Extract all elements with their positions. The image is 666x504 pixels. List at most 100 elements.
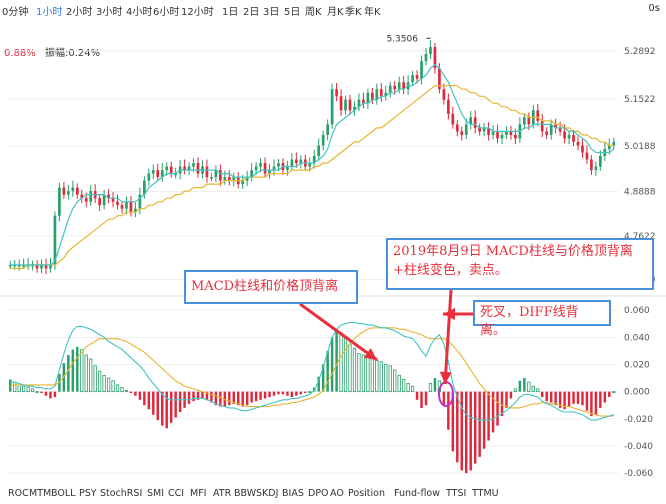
indicator-tab[interactable]: PSY: [79, 488, 97, 499]
timeframe-item[interactable]: 3小时: [96, 7, 123, 18]
timeframe-item[interactable]: 年K: [364, 7, 381, 18]
indicator-tab[interactable]: StochRSI: [100, 488, 143, 499]
macd-histogram-bar: [111, 380, 115, 393]
candle-body: [375, 89, 379, 100]
candle-body: [576, 141, 580, 146]
macd-histogram-bar: [250, 391, 253, 403]
timeframe-item[interactable]: 1日: [222, 7, 239, 18]
macd-histogram-bar: [388, 365, 392, 393]
candle-body: [138, 194, 142, 209]
candle-body: [214, 170, 218, 178]
macd-histogram-bar: [393, 369, 397, 393]
indicator-tab[interactable]: SKDJ: [256, 488, 279, 499]
macd-histogram-bar: [161, 391, 164, 426]
arrow-to-cross: [443, 289, 453, 385]
candle-body: [393, 85, 397, 90]
candle-body: [35, 264, 39, 269]
candle-body: [317, 145, 321, 156]
timeframe-item[interactable]: 6小时: [153, 7, 180, 18]
macd-histogram-bar: [410, 385, 415, 393]
macd-histogram-bar: [272, 391, 276, 396]
candle-body: [187, 166, 191, 171]
indicator-tab[interactable]: ATR: [213, 488, 232, 499]
price-tick-label: 4.8888: [624, 188, 656, 198]
macd-histogram-bar: [89, 358, 93, 393]
candle-body: [549, 124, 553, 135]
macd-histogram-bar: [460, 391, 463, 471]
candle-body: [545, 131, 549, 135]
macd-histogram-bar: [473, 391, 477, 464]
candle-body: [49, 264, 52, 269]
macd-histogram-bar: [428, 383, 433, 393]
ma-fast-line: [10, 63, 615, 266]
indicator-tab[interactable]: TTSI: [446, 488, 467, 499]
timeframe-item[interactable]: 1小时: [36, 7, 63, 18]
macd-histogram-bar: [554, 391, 557, 406]
candle-body: [107, 194, 110, 199]
macd-histogram-bar: [433, 378, 437, 392]
indicator-tab[interactable]: MTM: [29, 488, 52, 499]
macd-histogram-bar: [500, 391, 504, 417]
timeframe-item[interactable]: 4小时: [126, 7, 153, 18]
macd-histogram-bar: [223, 391, 227, 407]
candle-body: [160, 170, 164, 178]
candle-body: [500, 134, 504, 139]
macd-tick-label: -0.020: [624, 415, 653, 425]
arrow-death-cross-head: [443, 308, 455, 320]
candle-body: [259, 163, 262, 167]
indicator-tab[interactable]: TTMU: [472, 488, 499, 499]
candle-body: [599, 156, 602, 167]
macd-histogram-bar: [214, 391, 218, 406]
macd-histogram-bar: [80, 349, 84, 393]
candle-body: [277, 163, 280, 167]
timeframe-item[interactable]: 月K: [327, 7, 344, 18]
indicator-tab[interactable]: BOLL: [51, 488, 76, 499]
candle-body: [487, 127, 490, 135]
candle-body: [581, 145, 584, 153]
timeframe-item[interactable]: 5日: [284, 7, 301, 18]
timeframe-item[interactable]: 0分钟: [2, 7, 29, 18]
candle-body: [295, 159, 298, 164]
max-price-label: 5.3506: [386, 34, 418, 44]
timeframe-item[interactable]: 周K: [305, 7, 322, 18]
candle-body: [44, 264, 48, 269]
indicator-tab[interactable]: Fund-flow: [394, 488, 441, 499]
timeframe-item[interactable]: 季K: [345, 7, 362, 18]
candle-body: [455, 124, 459, 132]
macd-histogram-bar: [232, 391, 235, 404]
macd-histogram-bar: [286, 391, 289, 396]
candle-body: [321, 134, 325, 146]
timeframe-item[interactable]: 12小时: [181, 7, 214, 18]
candle-body: [116, 201, 119, 206]
candle-body: [433, 47, 437, 69]
timeframe-item[interactable]: 3日: [263, 7, 280, 18]
candle-body: [8, 264, 12, 267]
candle-body: [473, 117, 477, 128]
candle-body: [491, 131, 495, 135]
indicator-tab[interactable]: Position: [348, 488, 385, 499]
indicator-tab[interactable]: DPO: [308, 488, 329, 499]
candle-body: [460, 131, 464, 135]
indicator-tab[interactable]: SMI: [147, 488, 165, 499]
indicator-tab[interactable]: BIAS: [282, 488, 304, 499]
indicator-tab[interactable]: AO: [330, 488, 344, 499]
indicator-tab[interactable]: BBW: [234, 488, 257, 499]
macd-histogram-bar: [491, 391, 495, 433]
candle-body: [263, 163, 267, 174]
timeframe-item[interactable]: 2日: [243, 7, 260, 18]
indicator-tab[interactable]: ROC: [8, 488, 29, 499]
indicator-tab[interactable]: CCI: [168, 488, 185, 499]
macd-histogram-bar: [513, 388, 518, 393]
candle-body: [22, 264, 25, 267]
candle-body: [429, 47, 432, 55]
candle-body: [326, 124, 329, 135]
macd-histogram-bar: [415, 391, 419, 400]
candle-body: [165, 166, 169, 171]
candle-body: [232, 177, 236, 181]
candle-body: [31, 264, 34, 267]
indicator-tab[interactable]: MFI: [190, 488, 207, 499]
macd-histogram-bar: [120, 387, 124, 393]
macd-histogram-bar: [585, 391, 589, 411]
timeframe-item[interactable]: 2小时: [66, 7, 93, 18]
macd-histogram-bar: [268, 391, 271, 398]
